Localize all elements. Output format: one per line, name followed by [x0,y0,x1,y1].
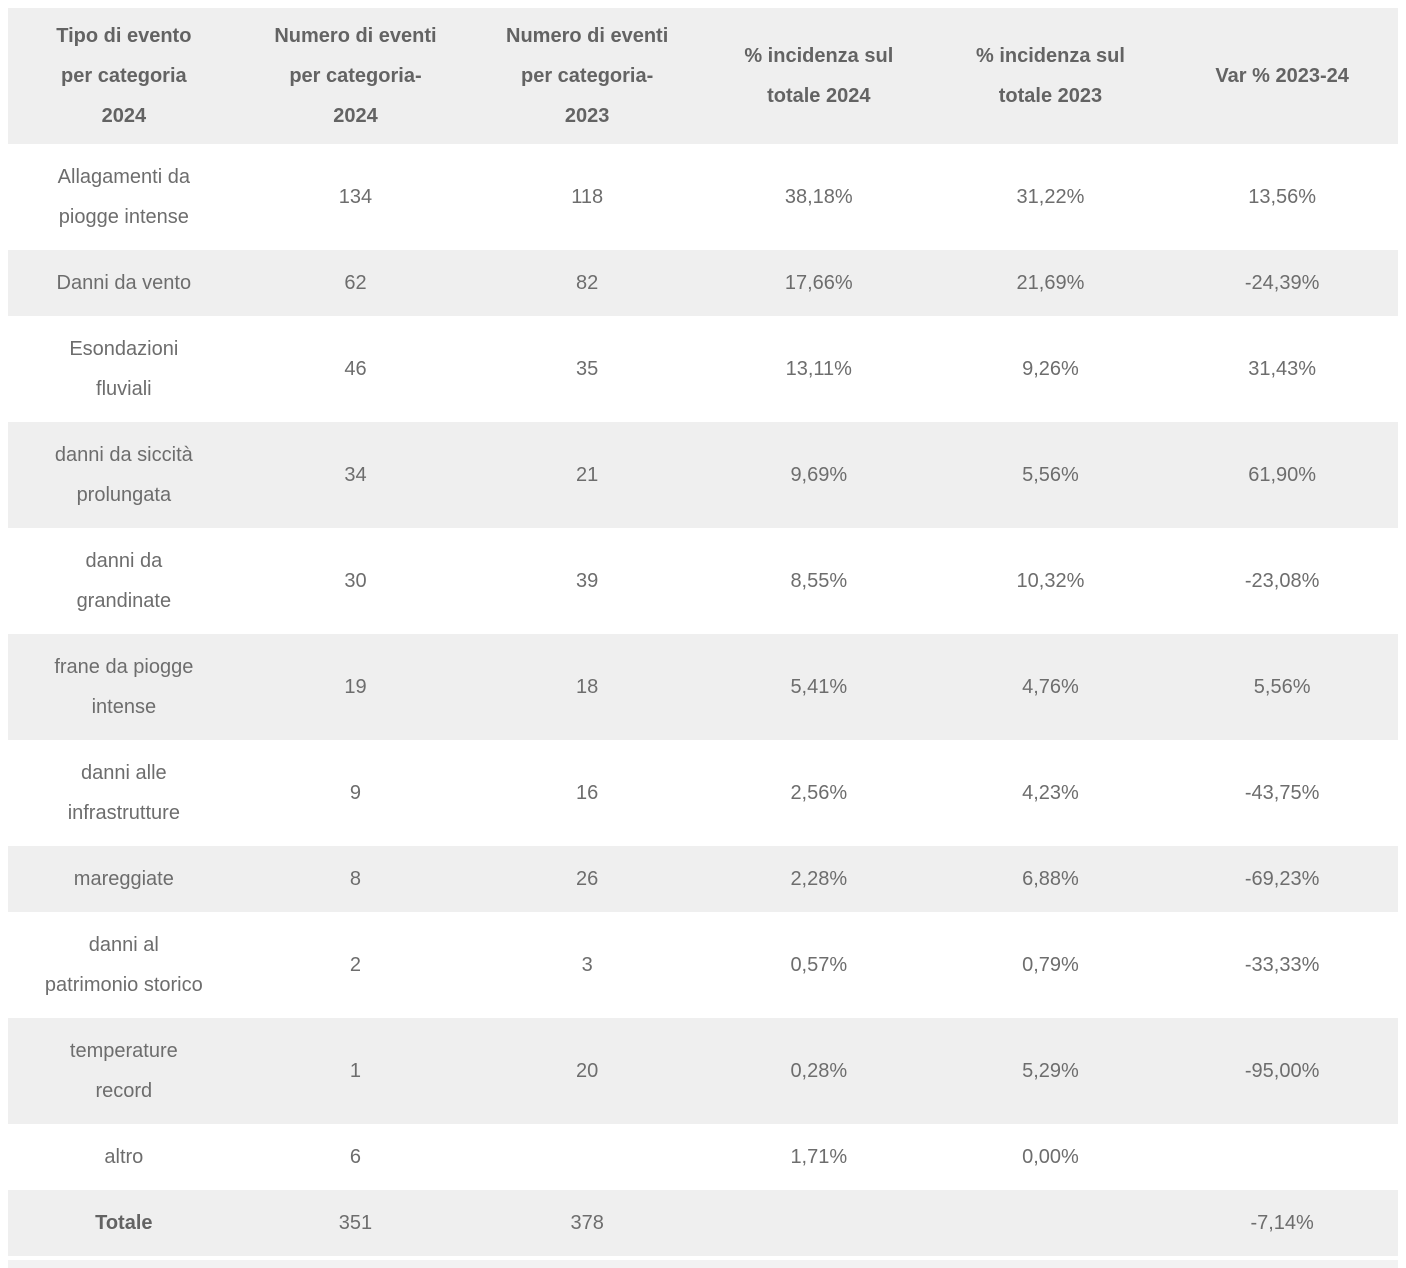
header-var-pct: Var % 2023-24 [1166,8,1398,144]
cell-count-2024: 30 [344,570,367,592]
cell-count-2023: 26 [471,846,703,912]
cell-pct-2024: 13,11% [785,358,852,380]
cell-pct-2023: 9,26% [1022,358,1079,380]
header-pct-2023: % incidenza sul totale 2023 [934,8,1167,144]
header-count-2023: Numero di eventi per categoria- 2023 [471,8,703,144]
cell-var-pct: 13,56% [1248,186,1317,208]
cell-count-2023: 82 [471,250,703,316]
cell-category: Esondazioni fluviali [69,338,179,400]
cell-pct-2023: 10,32% [1016,570,1085,592]
cell-total-pct-2023 [934,1190,1167,1256]
cell-pct-2023: 0,00% [1022,1146,1079,1168]
cell-count-2023: 18 [471,634,703,740]
cell-total-var-pct: -7,14% [1166,1190,1398,1256]
total-row: Totale 351 378 -7,14% [8,1190,1398,1256]
table-row: danni da grandinate 30 39 8,55% 10,32% -… [8,528,1398,634]
cell-category: altro [104,1146,144,1168]
table-row: frane da piogge intense 19 18 5,41% 4,76… [8,634,1398,740]
next-row-partial-strip [8,1260,1398,1268]
cell-count-2024: 9 [349,782,362,804]
header-row: Tipo di evento per categoria 2024 Numero… [8,8,1398,144]
cell-pct-2024: 17,66% [702,250,935,316]
header-pct-2024: % incidenza sul totale 2024 [702,8,935,144]
cell-pct-2023: 5,56% [934,422,1167,528]
cell-total-label: Totale [8,1190,240,1256]
events-by-category-table: Tipo di evento per categoria 2024 Numero… [8,8,1398,1256]
cell-category: danni alle infrastrutture [67,762,180,824]
table-row: danni al patrimonio storico 2 3 0,57% 0,… [8,912,1398,1018]
cell-count-2023: 3 [581,954,593,976]
cell-pct-2023: 6,88% [934,846,1167,912]
cell-var-pct [1166,1124,1398,1190]
cell-category: frane da piogge intense [8,634,240,740]
table-row: danni alle infrastrutture 9 16 2,56% 4,2… [8,740,1398,846]
cell-category: danni da grandinate [76,550,172,612]
table-row: danni da siccità prolungata 34 21 9,69% … [8,422,1398,528]
cell-var-pct: 31,43% [1248,358,1317,380]
cell-pct-2023: 21,69% [934,250,1167,316]
cell-count-2024: 134 [338,186,373,208]
table-row: Esondazioni fluviali 46 35 13,11% 9,26% … [8,316,1398,422]
cell-var-pct: -43,75% [1244,782,1320,804]
cell-count-2024: 2 [349,954,362,976]
header-category: Tipo di evento per categoria 2024 [8,8,240,144]
cell-pct-2024: 38,18% [784,186,853,208]
cell-var-pct: -24,39% [1166,250,1398,316]
header-count-2024: Numero di eventi per categoria- 2024 [239,8,472,144]
table-row: Danni da vento 62 82 17,66% 21,69% -24,3… [8,250,1398,316]
table-row: temperature record 1 20 0,28% 5,29% -95,… [8,1018,1398,1124]
cell-pct-2024: 8,55% [790,570,848,592]
cell-count-2024: 46 [344,358,367,380]
cell-count-2023: 35 [576,358,599,380]
cell-pct-2023: 5,29% [934,1018,1167,1124]
cell-pct-2024: 2,56% [790,782,848,804]
cell-pct-2023: 4,76% [934,634,1167,740]
cell-count-2023: 118 [571,186,604,208]
cell-count-2023: 16 [576,782,599,804]
cell-total-count-2024: 351 [239,1190,472,1256]
cell-category: Danni da vento [8,250,240,316]
cell-category: temperature record [8,1018,240,1124]
cell-var-pct: -23,08% [1244,570,1320,592]
cell-pct-2024: 5,41% [702,634,935,740]
cell-category: mareggiate [8,846,240,912]
cell-count-2024: 62 [239,250,472,316]
cell-pct-2023: 0,79% [1022,954,1079,976]
cell-count-2024: 8 [239,846,472,912]
cell-count-2023: 39 [576,570,599,592]
cell-var-pct: -69,23% [1166,846,1398,912]
table-row: altro 6 1,71% 0,00% [8,1124,1398,1190]
cell-count-2023: 21 [471,422,703,528]
cell-category: danni al patrimonio storico [44,934,203,996]
table-header: Tipo di evento per categoria 2024 Numero… [8,8,1398,144]
cell-pct-2024: 0,57% [790,954,848,976]
cell-var-pct: -95,00% [1166,1018,1398,1124]
cell-count-2023 [471,1124,703,1190]
cell-pct-2024: 0,28% [702,1018,935,1124]
cell-category: Allagamenti da piogge intense [57,166,190,228]
table-row: Allagamenti da piogge intense 134 118 38… [8,144,1398,250]
cell-var-pct: 5,56% [1166,634,1398,740]
table-body: Allagamenti da piogge intense 134 118 38… [8,144,1398,1256]
cell-total-count-2023: 378 [471,1190,703,1256]
cell-count-2023: 20 [471,1018,703,1124]
cell-count-2024: 6 [349,1146,362,1168]
cell-count-2024: 34 [239,422,472,528]
table-row: mareggiate 8 26 2,28% 6,88% -69,23% [8,846,1398,912]
cell-pct-2024: 9,69% [702,422,935,528]
cell-total-pct-2024 [702,1190,935,1256]
cell-category: danni da siccità prolungata [8,422,240,528]
cell-var-pct: 61,90% [1166,422,1398,528]
cell-pct-2024: 1,71% [790,1146,848,1168]
cell-count-2024: 1 [239,1018,472,1124]
cell-count-2024: 19 [239,634,472,740]
cell-pct-2023: 31,22% [1016,186,1085,208]
cell-var-pct: -33,33% [1244,954,1320,976]
cell-pct-2023: 4,23% [1022,782,1079,804]
cell-pct-2024: 2,28% [702,846,935,912]
